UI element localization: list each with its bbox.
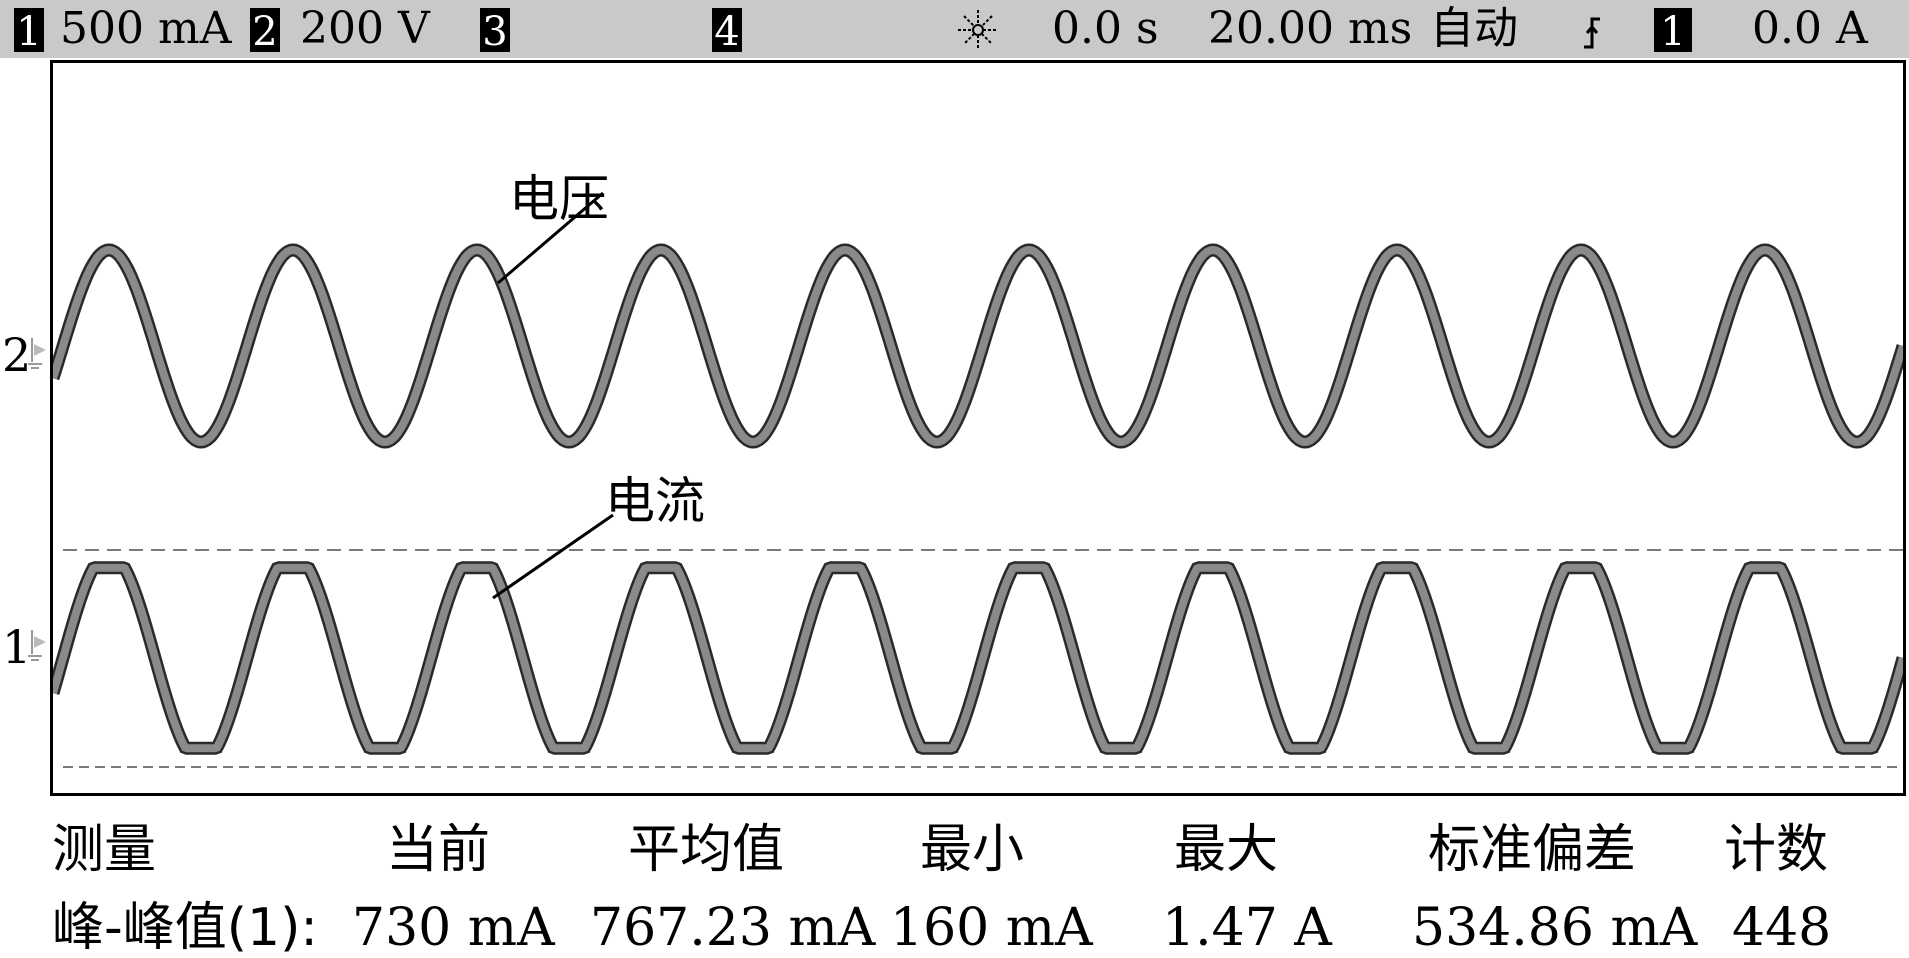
channel-2-scale[interactable]: 200 V xyxy=(300,3,430,54)
header-current: 当前 xyxy=(386,820,491,880)
channel-1-scale[interactable]: 500 mA xyxy=(60,3,232,54)
header-measure: 测量 xyxy=(52,820,157,880)
channel-2-marker[interactable]: 2 xyxy=(2,332,46,378)
timebase-scale[interactable]: 20.00 ms xyxy=(1208,3,1413,54)
measurement-header-row: 测量 当前 平均值 最小 最大 标准偏差 计数 xyxy=(52,820,1902,880)
waveform-canvas xyxy=(53,191,1903,768)
voltage-trace xyxy=(53,243,1903,449)
measurement-max: 1.47 A xyxy=(1162,898,1332,958)
channel-1-badge[interactable]: 1 xyxy=(14,8,44,54)
measurement-std-dev: 534.86 mA xyxy=(1412,898,1698,958)
horizontal-delay[interactable]: 0.0 s xyxy=(1052,3,1159,54)
waveform-display[interactable]: 电压 电流 xyxy=(50,60,1906,796)
measurement-row[interactable]: 峰-峰值(1): 730 mA 767.23 mA 160 mA 1.47 A … xyxy=(52,898,1902,958)
status-bar: 1 500 mA 2 200 V 3 4 0.0 s 20.00 ms 自动 1… xyxy=(0,0,1909,58)
current-trace xyxy=(53,561,1903,755)
channel-4-badge[interactable]: 4 xyxy=(712,8,742,54)
acquisition-mode[interactable]: 自动 xyxy=(1430,3,1518,54)
header-min: 最小 xyxy=(920,820,1025,880)
ground-reference-icon xyxy=(28,630,46,661)
header-mean: 平均值 xyxy=(628,820,785,880)
current-label: 电流 xyxy=(605,472,705,530)
measurement-name: 峰-峰值(1): xyxy=(52,898,318,958)
measurement-mean: 767.23 mA xyxy=(590,898,876,958)
header-max: 最大 xyxy=(1174,820,1279,880)
channel-3-badge[interactable]: 3 xyxy=(480,8,510,54)
current-leader-line xyxy=(492,513,614,600)
voltage-trace-fill xyxy=(53,245,1903,447)
measurement-count: 448 xyxy=(1732,898,1832,958)
ground-reference-icon xyxy=(28,338,46,369)
header-count: 计数 xyxy=(1724,820,1829,880)
trigger-source-badge[interactable]: 1 xyxy=(1654,8,1692,54)
current-trace-fill xyxy=(53,563,1903,753)
measurement-min: 160 mA xyxy=(890,898,1093,958)
voltage-label: 电压 xyxy=(509,170,609,228)
measurement-current: 730 mA xyxy=(352,898,555,958)
voltage-leader-line xyxy=(497,191,604,285)
header-std-dev: 标准偏差 xyxy=(1428,820,1637,880)
run-status-icon[interactable] xyxy=(956,8,1000,52)
channel-2-badge[interactable]: 2 xyxy=(250,8,280,54)
channel-1-marker[interactable]: 1 xyxy=(2,624,46,670)
trigger-edge-icon[interactable] xyxy=(1580,10,1604,50)
trigger-level[interactable]: 0.0 A xyxy=(1752,3,1868,54)
